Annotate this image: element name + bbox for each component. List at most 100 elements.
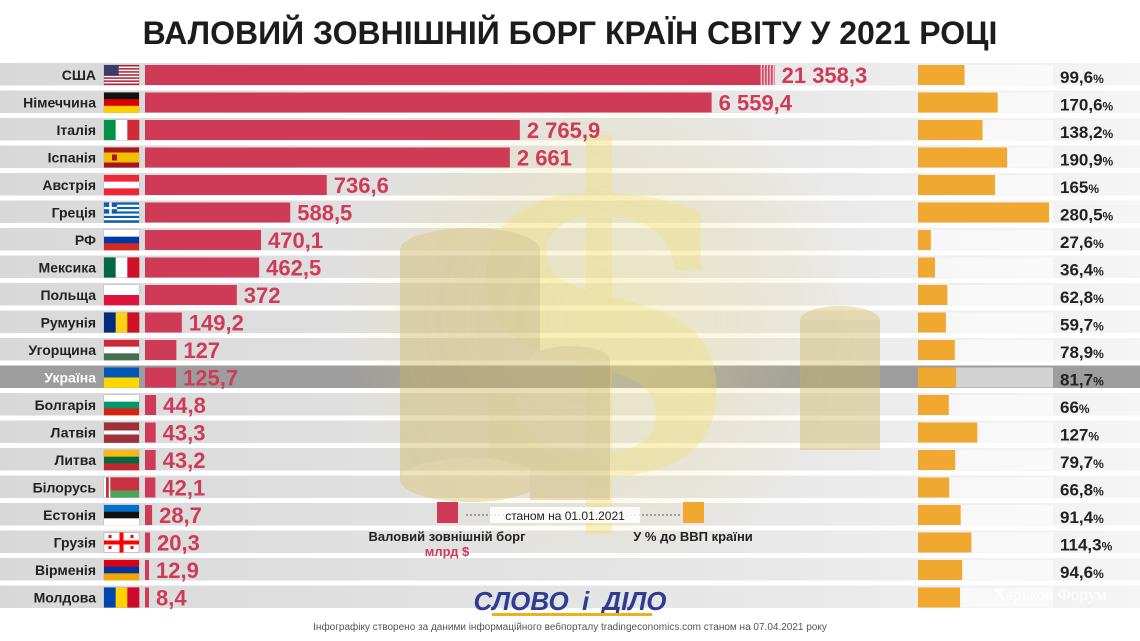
flag-icon — [103, 477, 140, 498]
gdp-bar — [918, 230, 931, 250]
debt-bar — [145, 257, 260, 278]
country-label: Україна — [44, 370, 96, 386]
gdp-value-number: 59,7 — [1060, 316, 1093, 335]
gdp-percent-sign: % — [1093, 347, 1104, 361]
axis-break-mark — [760, 65, 763, 85]
gdp-bar — [918, 395, 949, 415]
gdp-bar — [918, 340, 955, 360]
country-label: Італія — [57, 122, 96, 138]
country-label: Болгарія — [35, 397, 96, 413]
gdp-percent-sign: % — [1103, 127, 1114, 141]
debt-value-label: 2 661 — [517, 146, 572, 171]
gdp-percent-sign: % — [1093, 320, 1104, 334]
flag-icon — [103, 174, 140, 196]
gdp-value-label: 78,9% — [1060, 343, 1104, 362]
gdp-percent-sign: % — [1093, 265, 1104, 279]
gdp-bar — [918, 560, 963, 580]
gdp-value-number: 138,2 — [1060, 123, 1103, 142]
debt-value-label: 42,1 — [162, 476, 205, 501]
country-label: Латвія — [51, 425, 96, 441]
gdp-value-label: 79,7% — [1060, 453, 1104, 472]
legend-gdp-label: У % до ВВП країни — [633, 529, 753, 544]
gdp-track — [918, 285, 1053, 305]
country-label: Грузія — [54, 535, 96, 551]
gdp-value-label: 94,6% — [1060, 563, 1104, 582]
gdp-value-number: 79,7 — [1060, 453, 1093, 472]
logo: СЛОВО і ДІЛО — [473, 586, 667, 616]
gdp-track — [918, 395, 1053, 415]
flag-icon — [103, 449, 140, 471]
gdp-value-label: 27,6% — [1060, 233, 1104, 252]
flag-icon — [103, 367, 140, 388]
flag-icon — [103, 92, 140, 113]
gdp-value-label: 280,5% — [1060, 206, 1114, 225]
gdp-value-number: 170,6 — [1060, 96, 1103, 115]
country-label: Вірменія — [35, 562, 96, 578]
debt-bar — [145, 395, 157, 415]
debt-bar — [145, 477, 156, 498]
gdp-percent-sign: % — [1093, 485, 1104, 499]
gdp-bar — [918, 65, 965, 85]
country-label: США — [62, 67, 96, 83]
debt-value-label: 20,3 — [157, 531, 200, 556]
gdp-percent-sign: % — [1093, 512, 1104, 526]
chart-title: ВАЛОВИЙ ЗОВНІШНІЙ БОРГ КРАЇН СВІТУ У 202… — [143, 15, 998, 51]
axis-break-mark — [772, 65, 775, 85]
gdp-bar — [918, 202, 1049, 223]
svg-text:$: $ — [447, 57, 753, 574]
legend-gdp-swatch — [683, 502, 704, 523]
country-label: Австрія — [42, 177, 96, 193]
flag-icon — [103, 339, 140, 361]
debt-bar — [145, 230, 262, 250]
flag-icon — [103, 312, 140, 333]
country-label: Польща — [40, 287, 96, 303]
gdp-value-number: 190,9 — [1060, 151, 1103, 170]
flag-icon — [103, 504, 140, 526]
gdp-percent-sign: % — [1088, 430, 1099, 444]
gdp-value-number: 78,9 — [1060, 343, 1093, 362]
country-label: Молдова — [34, 590, 97, 606]
country-label: РФ — [75, 232, 96, 248]
gdp-percent-sign: % — [1093, 375, 1104, 389]
logo-word-1: СЛОВО — [473, 586, 568, 616]
gdp-percent-sign: % — [1093, 567, 1104, 581]
flag-icon — [103, 119, 140, 141]
gdp-value-number: 91,4 — [1060, 508, 1094, 527]
debt-bar — [145, 92, 712, 113]
gdp-percent-sign: % — [1088, 182, 1099, 196]
country-label: Греція — [52, 205, 96, 221]
gdp-bar — [918, 422, 978, 443]
debt-bar — [145, 147, 510, 168]
gdp-percent-sign: % — [1093, 72, 1104, 86]
debt-value-label: 6 559,4 — [719, 91, 793, 116]
gdp-value-label: 127% — [1060, 426, 1099, 445]
flag-icon — [103, 64, 140, 86]
debt-bar — [145, 65, 775, 85]
debt-value-label: 12,9 — [156, 558, 199, 583]
flag-icon — [103, 422, 140, 443]
legend: станом на 01.01.2021 Валовий зовнішній б… — [369, 502, 753, 559]
debt-value-label: 125,7 — [183, 366, 238, 391]
debt-bar — [145, 560, 149, 580]
debt-value-label: 43,2 — [163, 448, 206, 473]
coins-dollar-illustration: $ — [340, 57, 880, 574]
country-label: Німеччина — [23, 95, 96, 111]
country-label: Білорусь — [33, 480, 97, 496]
debt-value-label: 372 — [244, 283, 281, 308]
legend-date: станом на 01.01.2021 — [505, 509, 625, 523]
axis-break-mark — [763, 65, 766, 85]
gdp-value-label: 190,9% — [1060, 151, 1114, 170]
country-label: Естонія — [43, 507, 96, 523]
gdp-bar — [918, 312, 946, 333]
gdp-value-number: 36,4 — [1060, 261, 1094, 280]
gdp-track — [918, 230, 1053, 250]
gdp-percent-sign: % — [1093, 292, 1104, 306]
gdp-percent-sign: % — [1093, 457, 1104, 471]
gdp-value-number: 66 — [1060, 398, 1079, 417]
flag-icon — [103, 532, 140, 553]
row-stripe-row-20 — [0, 585, 1140, 608]
gdp-value-label: 91,4% — [1060, 508, 1104, 527]
watermark: Харьков Форум — [993, 585, 1107, 604]
flag-icon — [103, 202, 140, 223]
gdp-value-label: 99,6% — [1060, 68, 1104, 87]
